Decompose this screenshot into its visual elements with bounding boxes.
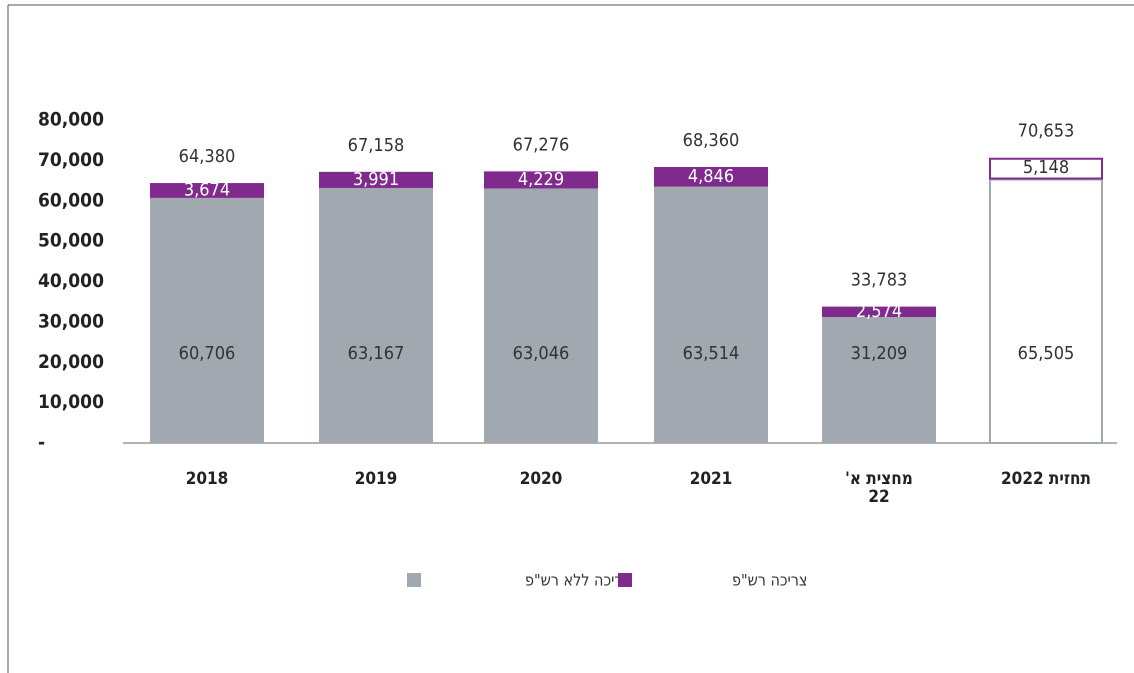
bar-segment — [319, 171, 433, 188]
x-tick-label: 2019 — [354, 469, 398, 489]
x-tick-label: תחזית 2022 — [1001, 469, 1091, 489]
total-label: 64,380 — [179, 146, 236, 167]
y-tick-label: 20,000 — [38, 351, 104, 373]
bar-segment — [989, 157, 1103, 180]
y-tick-label: 40,000 — [38, 270, 104, 292]
value-label: 63,167 — [348, 343, 405, 364]
bar-segment — [654, 186, 768, 443]
y-tick-label: 80,000 — [38, 109, 104, 131]
value-label: 4,229 — [518, 169, 564, 190]
y-tick-label: 70,000 — [38, 149, 104, 171]
x-tick-label: מחצית א' 22 — [845, 469, 913, 507]
value-label: 31,209 — [851, 343, 908, 364]
x-tick-label: 2018 — [185, 469, 229, 489]
y-tick-label: 50,000 — [38, 230, 104, 252]
legend-label: צריכה ללא רש"פ — [525, 571, 631, 590]
legend-label: צריכה רש"פ — [732, 571, 807, 590]
legend-swatch — [618, 573, 632, 587]
bar-segment — [822, 306, 936, 317]
y-tick-label: 10,000 — [38, 391, 104, 413]
value-label: 65,505 — [1018, 343, 1075, 364]
total-label: 70,653 — [1018, 121, 1075, 142]
bar-segment — [654, 166, 768, 187]
total-label: 67,276 — [513, 134, 570, 155]
value-label: 3,991 — [353, 169, 399, 190]
bar-segment — [319, 187, 433, 443]
bar-segment — [484, 171, 598, 189]
x-tick-label: 2021 — [689, 469, 733, 489]
bar-segment — [150, 197, 264, 443]
total-label: 68,360 — [683, 130, 740, 151]
bar-segment — [989, 178, 1103, 444]
value-label: 4,846 — [688, 166, 734, 187]
value-label: 3,674 — [184, 179, 230, 200]
value-label: 2,574 — [856, 301, 902, 322]
legend-swatch — [407, 573, 421, 587]
x-tick-label: 2020 — [519, 469, 563, 489]
y-tick-label: 30,000 — [38, 310, 104, 332]
value-label: 60,706 — [179, 343, 236, 364]
total-label: 67,158 — [348, 135, 405, 156]
value-label: 5,148 — [1023, 157, 1069, 178]
bar-segment — [484, 188, 598, 443]
y-tick-label: - — [38, 432, 45, 454]
value-label: 63,046 — [513, 343, 570, 364]
bar-segment — [822, 316, 936, 443]
bar-segment — [150, 183, 264, 198]
y-tick-label: 60,000 — [38, 189, 104, 211]
value-label: 63,514 — [683, 343, 740, 364]
total-label: 33,783 — [851, 270, 908, 291]
